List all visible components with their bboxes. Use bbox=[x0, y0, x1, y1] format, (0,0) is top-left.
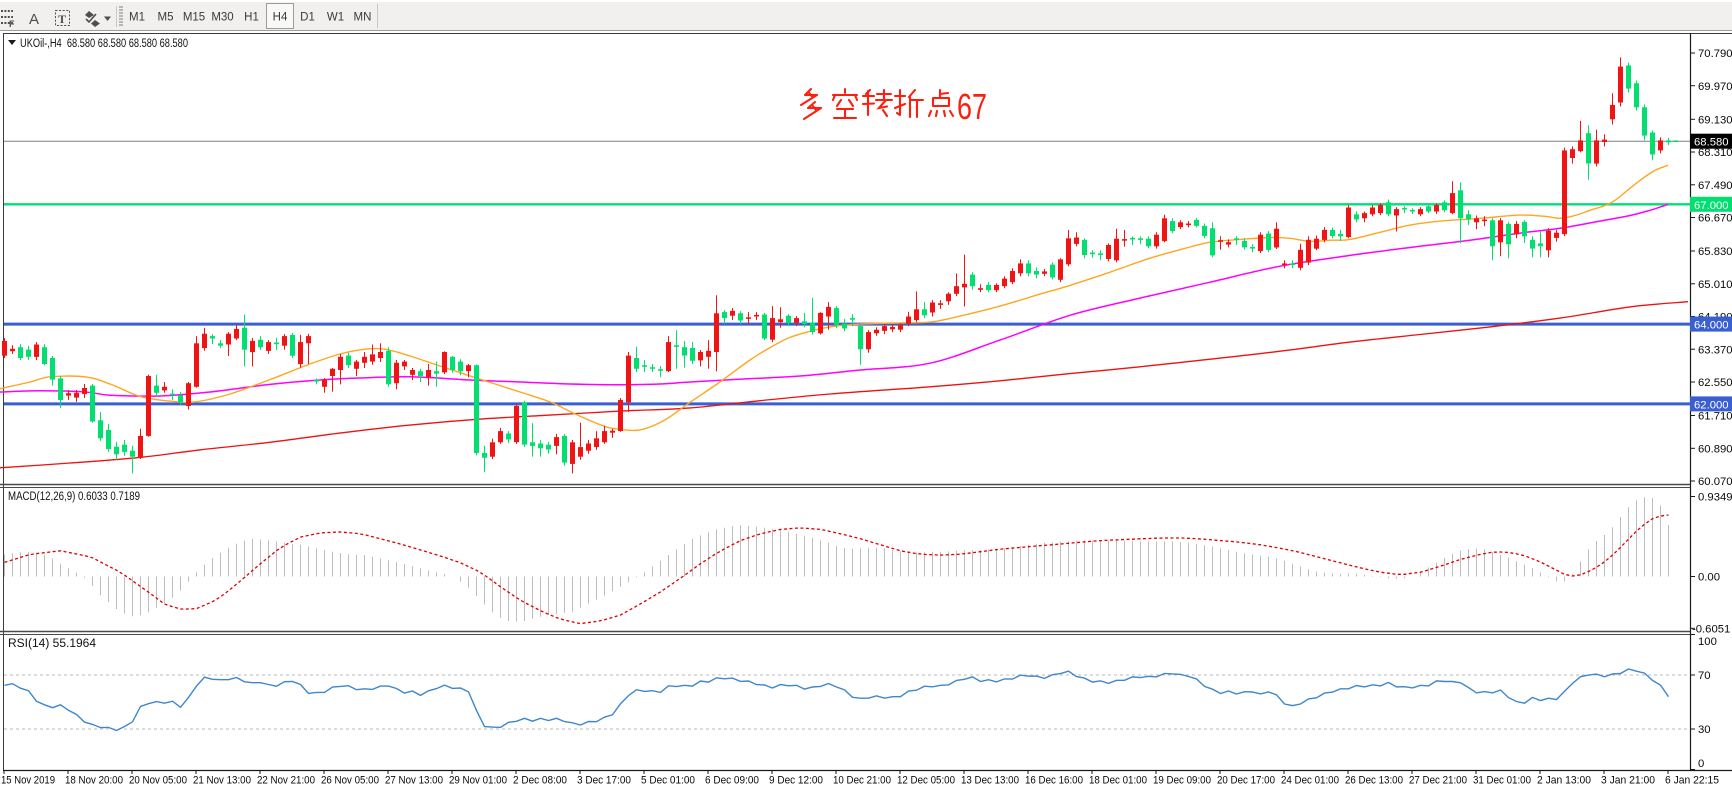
svg-text:9 Dec 12:00: 9 Dec 12:00 bbox=[769, 775, 823, 787]
svg-text:65.010: 65.010 bbox=[1698, 279, 1732, 291]
svg-text:60.890: 60.890 bbox=[1698, 444, 1732, 456]
svg-text:67: 67 bbox=[957, 86, 987, 127]
svg-text:63.370: 63.370 bbox=[1698, 344, 1732, 356]
svg-text:M5: M5 bbox=[158, 12, 174, 24]
svg-text:W1: W1 bbox=[327, 12, 344, 24]
svg-text:70: 70 bbox=[1698, 670, 1711, 682]
svg-text:24 Dec 01:00: 24 Dec 01:00 bbox=[1281, 775, 1339, 787]
svg-text:20 Dec 17:00: 20 Dec 17:00 bbox=[1217, 775, 1275, 787]
svg-text:30: 30 bbox=[1698, 724, 1711, 736]
svg-text:H1: H1 bbox=[244, 12, 259, 24]
svg-text:3 Dec 17:00: 3 Dec 17:00 bbox=[577, 775, 631, 787]
svg-text:M15: M15 bbox=[183, 12, 205, 24]
svg-text:68.310: 68.310 bbox=[1698, 147, 1732, 159]
svg-text:100: 100 bbox=[1698, 636, 1717, 648]
svg-text:H4: H4 bbox=[273, 12, 288, 24]
svg-text:67.000: 67.000 bbox=[1694, 200, 1729, 212]
svg-text:64.000: 64.000 bbox=[1694, 320, 1729, 332]
svg-text:29 Nov 01:00: 29 Nov 01:00 bbox=[449, 775, 507, 787]
svg-text:20 Nov 05:00: 20 Nov 05:00 bbox=[129, 775, 187, 787]
svg-text:MACD(12,26,9) 0.6033 0.7189: MACD(12,26,9) 0.6033 0.7189 bbox=[8, 491, 140, 503]
svg-text:31 Dec 01:00: 31 Dec 01:00 bbox=[1473, 775, 1531, 787]
svg-text:16 Dec 16:00: 16 Dec 16:00 bbox=[1025, 775, 1083, 787]
svg-text:6 Dec 09:00: 6 Dec 09:00 bbox=[705, 775, 759, 787]
svg-text:2 Dec 08:00: 2 Dec 08:00 bbox=[513, 775, 567, 787]
svg-text:3 Jan 21:00: 3 Jan 21:00 bbox=[1601, 775, 1655, 787]
svg-text:5 Dec 01:00: 5 Dec 01:00 bbox=[641, 775, 695, 787]
svg-text:27 Nov 13:00: 27 Nov 13:00 bbox=[385, 775, 443, 787]
svg-text:69.130: 69.130 bbox=[1698, 115, 1732, 127]
svg-text:18 Nov 20:00: 18 Nov 20:00 bbox=[65, 775, 123, 787]
svg-text:UKOil-,H4 68.580 68.580 68.58: UKOil-,H4 68.580 68.580 68.580 68.580 bbox=[20, 38, 188, 50]
svg-text:60.070: 60.070 bbox=[1698, 476, 1732, 488]
svg-text:10 Dec 21:00: 10 Dec 21:00 bbox=[833, 775, 891, 787]
svg-text:65.830: 65.830 bbox=[1698, 246, 1732, 258]
svg-text:62.000: 62.000 bbox=[1694, 399, 1729, 411]
svg-text:MN: MN bbox=[354, 12, 372, 24]
svg-text:12 Dec 05:00: 12 Dec 05:00 bbox=[897, 775, 955, 787]
svg-text:F: F bbox=[9, 19, 15, 29]
svg-text:13 Dec 13:00: 13 Dec 13:00 bbox=[961, 775, 1019, 787]
svg-text:RSI(14) 55.1964: RSI(14) 55.1964 bbox=[8, 638, 97, 650]
svg-text:22 Nov 21:00: 22 Nov 21:00 bbox=[257, 775, 315, 787]
svg-text:21 Nov 13:00: 21 Nov 13:00 bbox=[193, 775, 251, 787]
svg-text:0.9349: 0.9349 bbox=[1698, 492, 1732, 504]
svg-text:69.970: 69.970 bbox=[1698, 81, 1732, 93]
svg-text:6 Jan 22:15: 6 Jan 22:15 bbox=[1665, 775, 1719, 787]
svg-text:T: T bbox=[58, 12, 66, 26]
svg-text:27 Dec 21:00: 27 Dec 21:00 bbox=[1409, 775, 1467, 787]
svg-text:A: A bbox=[29, 11, 39, 28]
svg-text:0.00: 0.00 bbox=[1698, 572, 1720, 584]
svg-text:70.790: 70.790 bbox=[1698, 48, 1732, 60]
svg-text:D1: D1 bbox=[300, 12, 315, 24]
svg-text:0: 0 bbox=[1698, 758, 1704, 770]
svg-text:26 Nov 05:00: 26 Nov 05:00 bbox=[321, 775, 379, 787]
svg-text:15 Nov 2019: 15 Nov 2019 bbox=[1, 775, 55, 787]
svg-text:68.580: 68.580 bbox=[1694, 137, 1729, 149]
svg-text:M30: M30 bbox=[211, 12, 233, 24]
svg-text:67.490: 67.490 bbox=[1698, 180, 1732, 192]
svg-text:2 Jan 13:00: 2 Jan 13:00 bbox=[1537, 775, 1591, 787]
svg-text:18 Dec 01:00: 18 Dec 01:00 bbox=[1089, 775, 1147, 787]
svg-text:19 Dec 09:00: 19 Dec 09:00 bbox=[1153, 775, 1211, 787]
svg-text:61.710: 61.710 bbox=[1698, 411, 1732, 423]
svg-text:66.670: 66.670 bbox=[1698, 213, 1732, 225]
svg-text:M1: M1 bbox=[129, 12, 145, 24]
svg-text:26 Dec 13:00: 26 Dec 13:00 bbox=[1345, 775, 1403, 787]
svg-text:-0.6051: -0.6051 bbox=[1692, 624, 1730, 636]
svg-text:62.550: 62.550 bbox=[1698, 377, 1732, 389]
